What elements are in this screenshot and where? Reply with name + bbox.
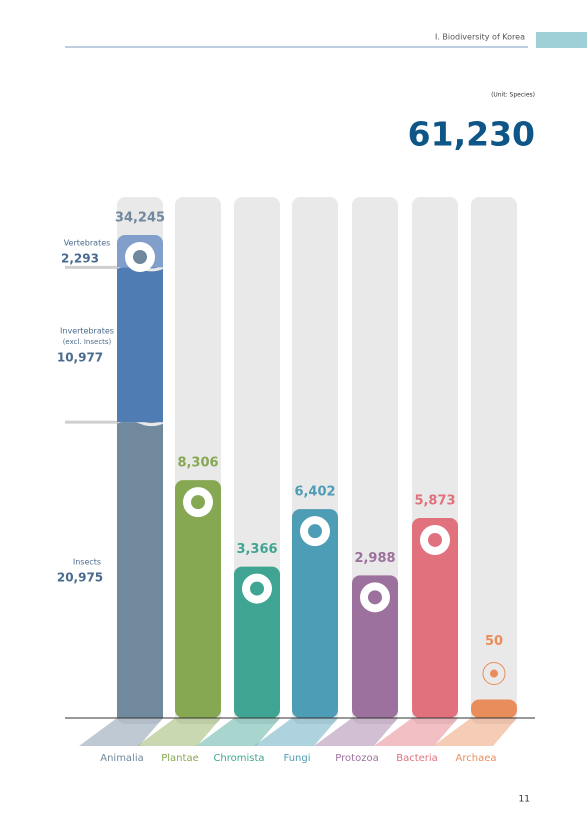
- shadow: [254, 718, 338, 746]
- track: [471, 197, 517, 724]
- segment-name: Insects: [73, 558, 101, 567]
- icon: [308, 524, 322, 539]
- header-tab: [536, 32, 587, 48]
- shadow: [137, 718, 221, 746]
- icon-bg: [482, 662, 506, 686]
- icon: [191, 495, 205, 510]
- bar: [412, 517, 458, 718]
- value-label: 3,366: [236, 542, 277, 557]
- icon: [250, 581, 264, 596]
- shadow: [79, 718, 163, 746]
- category-label: Protozoa: [335, 753, 378, 764]
- shadow: [374, 718, 458, 746]
- value-label: 5,873: [414, 493, 455, 508]
- shadow: [314, 718, 398, 746]
- header: Ⅰ. Biodiversity of Korea: [435, 33, 525, 42]
- total: 61,230: [408, 115, 535, 154]
- bar: [234, 566, 280, 718]
- icon: [133, 250, 147, 264]
- segment-value: 10,977: [57, 350, 103, 364]
- category-label: Animalia: [100, 753, 144, 764]
- category-label: Plantae: [161, 753, 198, 764]
- shadow: [433, 718, 517, 746]
- icon: [490, 669, 498, 678]
- category-label: Bacteria: [396, 753, 438, 764]
- unit: (Unit: Species): [491, 92, 535, 99]
- segment-value: 20,975: [57, 571, 103, 585]
- value-label: 2,988: [354, 551, 395, 566]
- category-label: Archaea: [456, 753, 497, 764]
- segment-value: 2,293: [61, 252, 99, 266]
- icon: [368, 590, 382, 605]
- segment-name: Invertebrates: [60, 326, 114, 335]
- bar: [471, 699, 517, 718]
- shadow: [196, 718, 280, 746]
- bar: [175, 480, 221, 718]
- segment-name: Vertebrates: [64, 239, 111, 248]
- bar: [352, 575, 398, 718]
- value-label: 6,402: [294, 485, 335, 500]
- segment: [117, 267, 163, 423]
- category-label: Chromista: [213, 753, 264, 764]
- value-label: 50: [485, 634, 503, 649]
- segment-sublabel: (excl. Insects): [63, 338, 112, 346]
- value-label: 34,245: [115, 211, 165, 226]
- category-label: Fungi: [283, 753, 310, 764]
- page-number: 11: [519, 795, 530, 805]
- icon: [428, 532, 442, 547]
- segment: [117, 422, 163, 718]
- chart: Insects 20,975 Invertebrates (excl. Insects…: [57, 197, 535, 764]
- value-label: 8,306: [177, 456, 218, 471]
- bar: [292, 509, 338, 718]
